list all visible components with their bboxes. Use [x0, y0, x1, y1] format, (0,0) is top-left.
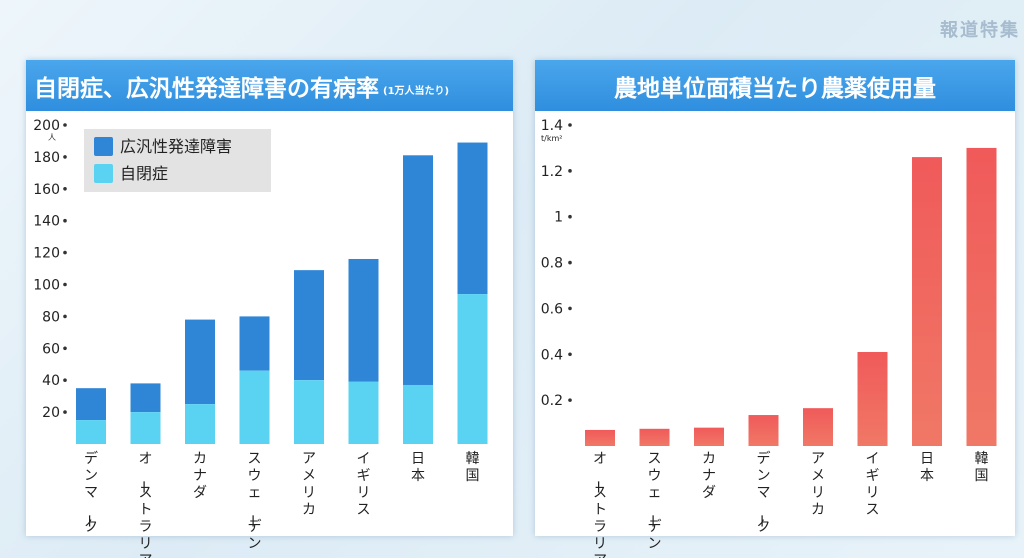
prevalence-chart-subtitle: (1万人当たり) [383, 86, 450, 97]
bar-pdd-1 [76, 388, 106, 421]
bar-pesticide-3 [694, 427, 724, 446]
y-tick-dot [568, 398, 572, 402]
bar-pdd-4 [239, 316, 270, 371]
x-tick-label: 韓国 [466, 451, 480, 484]
y-tick-label: 160 [33, 182, 60, 198]
y-tick-label: 200 [33, 118, 60, 134]
x-tick-label: アメリカ [302, 451, 316, 518]
y-tick-dot [63, 123, 67, 127]
x-tick-label: スウェーデン [644, 451, 662, 552]
bar-autism-3 [185, 404, 215, 444]
y-tick-dot [568, 352, 572, 357]
y-tick-dot [63, 187, 67, 191]
y-tick-label: 80 [42, 309, 60, 325]
y-tick-dot [63, 410, 67, 414]
pesticide-chart-panel: 農地単位面積当たり農薬使用量 0.2 0.4 0.6 0.8 1 1.2 1.4 t/km² オ… [535, 60, 1015, 558]
bar-pesticide-5 [803, 408, 833, 446]
bar-autism-5 [294, 380, 324, 444]
legend-label-autism: 自閉症 [120, 164, 168, 183]
y-tick-dot [63, 218, 67, 223]
y-tick-label: 1.2 [541, 164, 563, 180]
x-tick-label: イギリス [357, 451, 371, 518]
x-tick-label: イギリス [866, 451, 880, 518]
y-unit-label: t/km² [541, 134, 562, 143]
y-tick-label: 0.6 [541, 301, 563, 317]
y-tick-label: 60 [42, 341, 60, 357]
bar-pesticide-1 [585, 429, 615, 446]
y-tick-label: 40 [42, 373, 60, 389]
x-tick-label: 韓国 [975, 451, 989, 484]
y-tick-label: 0.8 [541, 256, 563, 272]
x-tick-label: アメリカ [811, 451, 825, 518]
pesticide-bar-chart: 0.2 0.4 0.6 0.8 1 1.2 1.4t/km² オーストラリア スウェーデン カナダ… [541, 118, 997, 558]
legend-swatch-pdd [94, 137, 113, 156]
legend-box [84, 129, 271, 192]
x-tick-label: カナダ [193, 451, 207, 501]
bar-autism-1 [76, 420, 106, 444]
y-tick-label: 20 [42, 405, 60, 421]
y-tick-dot [568, 123, 572, 127]
y-tick-dot [63, 282, 67, 287]
bar-pesticide-6 [857, 351, 888, 446]
x-tick-label: スウェーデン [244, 451, 262, 552]
y-tick-dot [63, 314, 67, 319]
y-tick-label: 0.2 [541, 393, 563, 409]
y-tick-dot [568, 169, 572, 173]
bar-pesticide-7 [912, 157, 942, 446]
bar-pdd-5 [294, 270, 324, 381]
y-tick-label: 120 [33, 246, 60, 262]
y-tick-label: 140 [33, 214, 60, 230]
y-tick-label: 100 [33, 278, 60, 294]
y-tick-dot [63, 378, 67, 383]
x-tick-label: オーストラリア [589, 451, 607, 558]
legend-swatch-autism [94, 164, 113, 183]
y-tick-label: 180 [33, 150, 60, 166]
bar-pdd-3 [185, 319, 215, 405]
y-tick-dot [568, 214, 572, 219]
bar-autism-7 [403, 384, 433, 444]
x-tick-label: 日本 [411, 451, 425, 484]
prevalence-chart-panel: 自閉症、広汎性発達障害の有病率 (1万人当たり) 20 40 60 80 100 120 1… [26, 60, 513, 558]
prevalence-chart-title: 自閉症、広汎性発達障害の有病率 [34, 75, 379, 102]
prevalence-chart-header: 自閉症、広汎性発達障害の有病率 (1万人当たり) [26, 60, 513, 111]
x-tick-label: 日本 [920, 451, 934, 484]
bar-pdd-6 [348, 258, 379, 382]
bar-pdd-8 [457, 142, 488, 295]
pesticide-chart-header: 農地単位面積当たり農薬使用量 [535, 60, 1015, 111]
bar-pesticide-2 [639, 428, 670, 446]
bar-autism-4 [239, 370, 270, 444]
y-tick-dot [63, 250, 67, 255]
broadcast-logo: 報道特集 [940, 20, 1020, 41]
bar-pesticide-4 [748, 415, 779, 446]
x-tick-label: カナダ [702, 451, 716, 501]
y-tick-dot [568, 306, 572, 311]
bar-pesticide-8 [966, 147, 997, 446]
y-tick-dot [63, 155, 67, 159]
y-tick-label: 0.4 [541, 347, 563, 363]
y-tick-label: 1.4 [541, 118, 563, 134]
x-tick-label: デンマーク [753, 450, 771, 535]
bar-autism-8 [457, 294, 488, 444]
y-tick-dot [63, 346, 67, 351]
pesticide-chart-title: 農地単位面積当たり農薬使用量 [614, 75, 936, 102]
y-tick-dot [568, 260, 572, 265]
y-tick-label: 1 [554, 210, 563, 226]
bar-pdd-2 [130, 383, 161, 413]
bar-autism-2 [130, 412, 161, 444]
x-tick-label: オーストラリア [135, 451, 153, 558]
y-unit-label: 人 [48, 133, 56, 142]
bar-autism-6 [348, 381, 379, 444]
bar-pdd-7 [403, 155, 433, 385]
x-tick-label: デンマーク [80, 450, 98, 535]
legend-label-pdd: 広汎性発達障害 [120, 137, 232, 156]
